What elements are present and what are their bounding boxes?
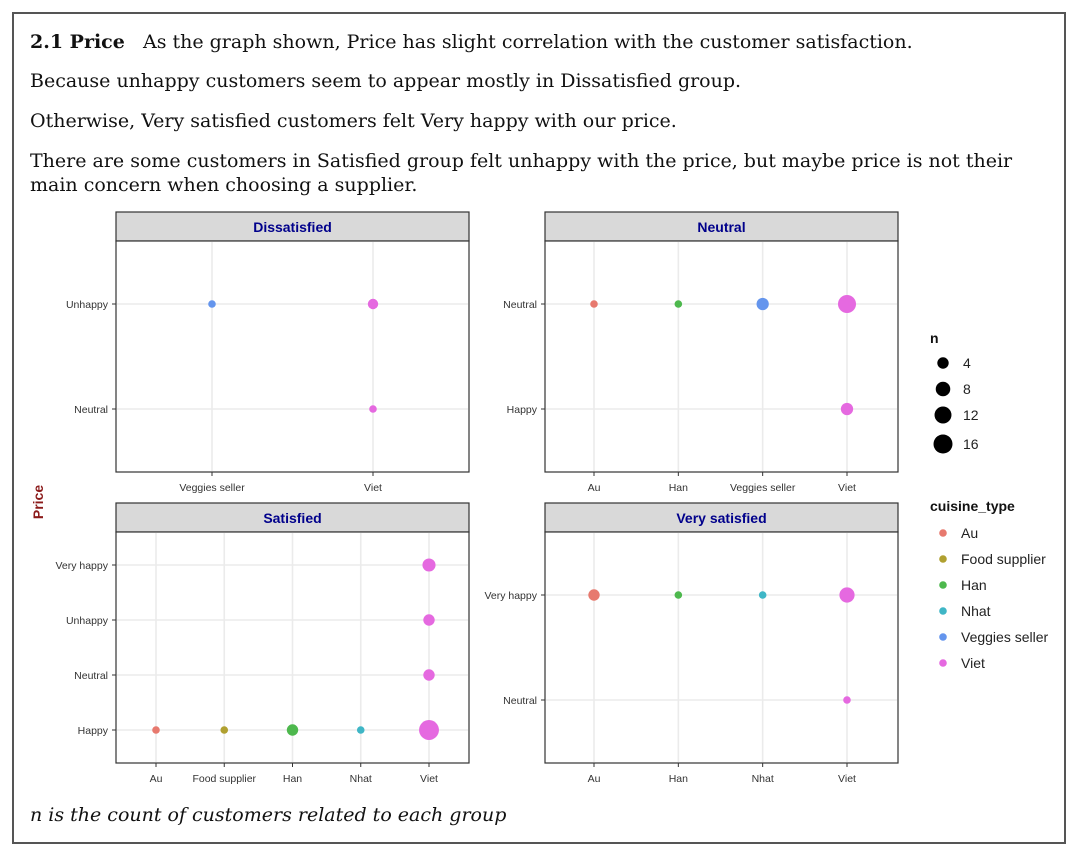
point-very-satisfied-viet-very-happy <box>839 587 855 603</box>
y-tick-label-neutral: Neutral <box>74 670 108 682</box>
x-tick-label-au: Au <box>588 482 601 494</box>
color-legend-key-au <box>939 529 947 537</box>
y-tick-label-very-happy: Very happy <box>55 560 108 572</box>
facet-strip-neutral <box>544 211 899 242</box>
color-legend-label-viet: Viet <box>961 655 985 671</box>
y-tick-label-neutral: Neutral <box>74 404 108 416</box>
color-legend-label-veggies-seller: Veggies seller <box>961 629 1049 645</box>
color-legend-key-veggies-seller <box>939 633 947 641</box>
size-legend-key-8 <box>935 381 951 397</box>
x-tick-label-au: Au <box>588 773 601 785</box>
facet-strip-satisfied <box>115 502 470 533</box>
point-neutral-han-neutral <box>674 300 683 308</box>
facet-title-neutral: Neutral <box>697 219 745 235</box>
size-legend-label-16: 16 <box>963 436 979 452</box>
x-tick-label-veggies-seller: Veggies seller <box>179 482 245 494</box>
color-legend-title: cuisine_type <box>930 498 1015 514</box>
y-tick-label-unhappy: Unhappy <box>66 615 109 627</box>
y-tick-label-unhappy: Unhappy <box>66 299 109 311</box>
panel-dissatisfied <box>115 240 470 473</box>
x-tick-label-viet: Viet <box>838 482 856 494</box>
point-satisfied-nhat-happy <box>356 726 365 734</box>
x-tick-label-han: Han <box>669 482 688 494</box>
size-legend-label-8: 8 <box>963 381 971 397</box>
color-legend-label-han: Han <box>961 577 987 593</box>
facet-title-satisfied: Satisfied <box>263 510 321 526</box>
section-heading: 2.1 Price <box>30 31 125 53</box>
x-tick-label-veggies-seller: Veggies seller <box>730 482 796 494</box>
paragraph-4: There are some customers in Satisfied gr… <box>30 150 1013 196</box>
point-dissatisfied-viet-neutral <box>369 405 377 413</box>
panel-neutral <box>544 240 899 473</box>
color-legend-key-food-supplier <box>939 555 947 563</box>
point-neutral-veggies-seller-neutral <box>756 297 769 311</box>
paragraph-3: Otherwise, Very satisfied customers felt… <box>30 110 677 132</box>
point-satisfied-viet-very-happy <box>422 558 436 572</box>
facet-title-very-satisfied: Very satisfied <box>676 510 766 526</box>
point-satisfied-food-supplier-happy <box>220 726 229 734</box>
x-tick-label-han: Han <box>669 773 688 785</box>
color-legend-key-han <box>939 581 947 589</box>
y-tick-label-happy: Happy <box>507 404 538 416</box>
point-dissatisfied-veggies-seller-unhappy <box>208 300 216 308</box>
y-tick-label-neutral: Neutral <box>503 299 537 311</box>
panel-very-satisfied <box>544 531 899 764</box>
x-tick-label-viet: Viet <box>838 773 856 785</box>
size-legend-label-4: 4 <box>963 355 971 371</box>
x-tick-label-au: Au <box>150 773 163 785</box>
facet-title-dissatisfied: Dissatisfied <box>253 219 332 235</box>
point-dissatisfied-viet-unhappy <box>367 298 379 310</box>
x-tick-label-food-supplier: Food supplier <box>192 773 256 785</box>
point-satisfied-au-happy <box>152 726 160 734</box>
point-very-satisfied-han-very-happy <box>674 591 683 599</box>
point-neutral-au-neutral <box>590 300 598 308</box>
y-axis-title: Price <box>30 485 46 519</box>
x-tick-label-nhat: Nhat <box>752 773 774 785</box>
x-tick-label-viet: Viet <box>420 773 438 785</box>
point-neutral-viet-happy <box>840 402 854 416</box>
x-tick-label-han: Han <box>283 773 302 785</box>
color-legend-key-nhat <box>939 607 947 615</box>
footnote: n is the count of customers related to e… <box>30 804 507 826</box>
size-legend-title: n <box>930 330 939 346</box>
facet-strip-very-satisfied <box>544 502 899 533</box>
color-legend-label-food-supplier: Food supplier <box>961 551 1046 567</box>
point-very-satisfied-au-very-happy <box>588 589 600 601</box>
point-satisfied-viet-unhappy <box>423 614 435 626</box>
paragraph-2: Because unhappy customers seem to appear… <box>30 70 742 92</box>
y-tick-label-happy: Happy <box>78 725 109 737</box>
size-legend-key-12 <box>934 406 952 424</box>
point-satisfied-viet-happy <box>419 720 439 740</box>
y-tick-label-neutral: Neutral <box>503 695 537 707</box>
paragraph-1-text: As the graph shown, Price has slight cor… <box>142 31 913 53</box>
x-tick-label-viet: Viet <box>364 482 382 494</box>
point-very-satisfied-viet-neutral <box>843 696 851 704</box>
point-satisfied-han-happy <box>286 724 299 736</box>
facet-strip-dissatisfied <box>115 211 470 242</box>
y-tick-label-very-happy: Very happy <box>484 590 537 602</box>
point-neutral-viet-neutral <box>837 294 857 314</box>
x-tick-label-nhat: Nhat <box>350 773 372 785</box>
point-very-satisfied-nhat-very-happy <box>758 591 767 599</box>
point-satisfied-viet-neutral <box>423 669 435 681</box>
size-legend-label-12: 12 <box>963 407 979 423</box>
color-legend-label-nhat: Nhat <box>961 603 991 619</box>
color-legend-label-au: Au <box>961 525 978 541</box>
size-legend-key-4 <box>937 357 949 369</box>
size-legend-key-16 <box>933 434 953 454</box>
paragraph-1: 2.1 Price As the graph shown, Price has … <box>30 30 1055 54</box>
color-legend-key-viet <box>939 659 947 667</box>
